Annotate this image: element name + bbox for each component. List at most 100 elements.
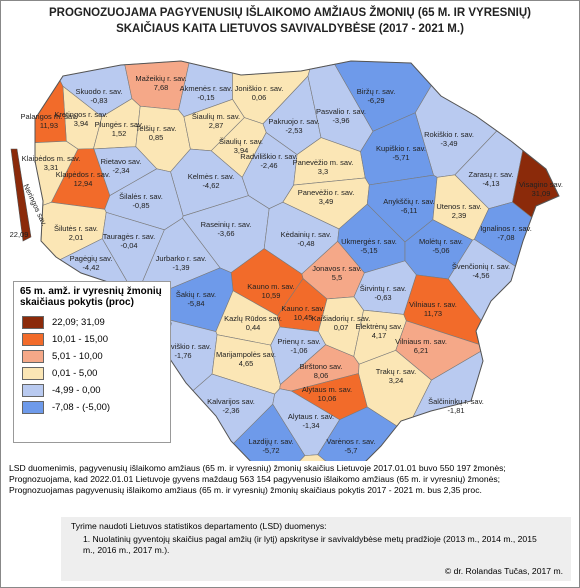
legend-swatch	[22, 367, 44, 380]
region-value: 8,06	[314, 371, 329, 380]
region-name: Lazdijų r. sav.	[248, 437, 293, 446]
region-name: Biržų r. sav.	[357, 87, 396, 96]
region-value: 22,09	[10, 230, 29, 239]
region-value: -0,04	[120, 241, 137, 250]
region-name: Klaipėdos r. sav.	[56, 170, 110, 179]
note-line: Prognozuojama, kad 2022.01.01 Lietuvoje …	[9, 474, 501, 484]
region-value: 2,01	[69, 233, 84, 242]
region-value: 2,87	[209, 121, 224, 130]
region-name: Kėdainių r. sav.	[281, 230, 332, 239]
region-value: -0,83	[90, 96, 107, 105]
region-name: Šakių r. sav.	[176, 290, 216, 299]
region-value: -3,49	[440, 139, 457, 148]
legend-swatch	[22, 316, 44, 329]
region-value: 3,24	[389, 376, 404, 385]
region-value: -1,39	[172, 263, 189, 272]
region-name: Pakruojo r. sav.	[268, 117, 319, 126]
region-name: Šalčininkų r. sav.	[428, 397, 484, 406]
region-name: Kalvarijos sav.	[207, 397, 255, 406]
region-name: Visagino sav.	[519, 180, 563, 189]
legend-swatch	[22, 401, 44, 414]
region-value: -4,56	[472, 271, 489, 280]
region-name: Pasvalio r. sav.	[316, 107, 366, 116]
region-value: -1,34	[302, 421, 319, 430]
region-value: -2,53	[285, 126, 302, 135]
region-name: Zarasų r. sav.	[469, 170, 514, 179]
sources-heading: Tyrime naudoti Lietuvos statistikos depa…	[71, 521, 327, 531]
sources-item: 1. Nuolatinių gyventojų skaičius pagal a…	[83, 534, 537, 555]
region-name: Rietavo sav.	[101, 157, 142, 166]
region-name: Telšių r. sav.	[136, 124, 177, 133]
region-name: Prienų r. sav.	[277, 337, 320, 346]
region-name: Radviliškio r. sav.	[240, 152, 297, 161]
region-value: -5,06	[432, 246, 449, 255]
region-value: 10,45	[294, 313, 313, 322]
region-value: 0,07	[334, 323, 349, 332]
region-name: Skuodo r. sav.	[76, 87, 123, 96]
legend: 65 m. amž. ir vyresnių žmonių skaičiaus …	[13, 281, 171, 443]
legend-item: -4,99 - 0,00	[22, 384, 162, 397]
region-value: -2,36	[222, 406, 239, 415]
region-name: Plungės r. sav.	[95, 120, 144, 129]
legend-swatch	[22, 384, 44, 397]
region-value: 0,85	[149, 133, 164, 142]
region-name: Joniškio r. sav.	[235, 84, 284, 93]
region-name: Kupiškio r. sav.	[376, 144, 426, 153]
region-name: Kazlų Rūdos sav.	[224, 314, 282, 323]
region-value: -5,72	[262, 446, 279, 455]
region-value: 5,5	[332, 273, 342, 282]
region-name: Kretingos r. sav.	[54, 110, 107, 119]
region-name: Šilutės r. sav.	[54, 224, 98, 233]
outline	[34, 60, 560, 461]
region-value: -3,96	[332, 116, 349, 125]
region-name: Pagėgių sav.	[70, 254, 113, 263]
region-value: -1,06	[290, 346, 307, 355]
title-line: SKAIČIAUS KAITA LIETUVOS SAVIVALDYBĖSE (…	[116, 23, 464, 35]
region-value: -6,29	[367, 96, 384, 105]
region-value: -1,76	[174, 351, 191, 360]
region-value: 11,73	[424, 309, 442, 318]
region-value: -0,63	[374, 293, 391, 302]
legend-label: -4,99 - 0,00	[52, 385, 101, 396]
notes: LSD duomenimis, pagyvenusių išlaikomo am…	[9, 463, 574, 496]
note-line: Prognozuojamas pagyvenusių išlaikomo amž…	[9, 485, 482, 495]
region	[299, 454, 326, 461]
region-name: Kauno r. sav.	[281, 304, 324, 313]
region-name: Jurbarko r. sav.	[156, 254, 207, 263]
region-value: 7,68	[154, 83, 169, 92]
region-name: Šiaulių r. sav.	[219, 137, 263, 146]
region-name: Alytaus m. sav.	[302, 385, 352, 394]
region-value: -5,71	[392, 153, 409, 162]
region-name: Kaišiadorių r. sav.	[312, 314, 371, 323]
region-name: Akmenės r. sav.	[180, 84, 233, 93]
region-value: -4,62	[202, 181, 219, 190]
region-name: Varėnos r. sav.	[327, 437, 376, 446]
region-value: 3,49	[319, 197, 334, 206]
region-value: -5,15	[360, 246, 377, 255]
region-name: Klaipėdos m. sav.	[22, 154, 81, 163]
legend-item: -7,08 - (-5,00)	[22, 401, 162, 414]
region-value: -5,84	[187, 299, 204, 308]
region-name: Kauno m. sav.	[247, 282, 294, 291]
region-name: Vilniaus m. sav.	[395, 337, 447, 346]
region-value: 3,94	[234, 146, 249, 155]
region-name: Šiaulių m. sav.	[192, 112, 240, 121]
region-name: Utenos r. sav.	[436, 202, 481, 211]
legend-item: 10,01 - 15,00	[22, 333, 162, 346]
region-value: -0,15	[197, 93, 214, 102]
sources: Tyrime naudoti Lietuvos statistikos depa…	[61, 517, 571, 581]
region-name: Tauragės r. sav.	[103, 232, 155, 241]
note-line: LSD duomenimis, pagyvenusių išlaikomo am…	[9, 463, 506, 473]
title-line: PROGNOZUOJAMA PAGYVENUSIŲ IŠLAIKOMO AMŽI…	[49, 7, 531, 19]
region-value: -4,42	[82, 263, 99, 272]
region-value: 2,39	[452, 211, 467, 220]
region-name: Birštono sav.	[300, 362, 343, 371]
legend-item: 5,01 - 10,00	[22, 350, 162, 363]
legend-label: 5,01 - 10,00	[52, 351, 103, 362]
region-value: 6,21	[414, 346, 429, 355]
region-name: Rokiškio r. sav.	[424, 130, 474, 139]
region-value: 10,06	[318, 394, 337, 403]
region-name: Šilalės r. sav.	[119, 192, 163, 201]
